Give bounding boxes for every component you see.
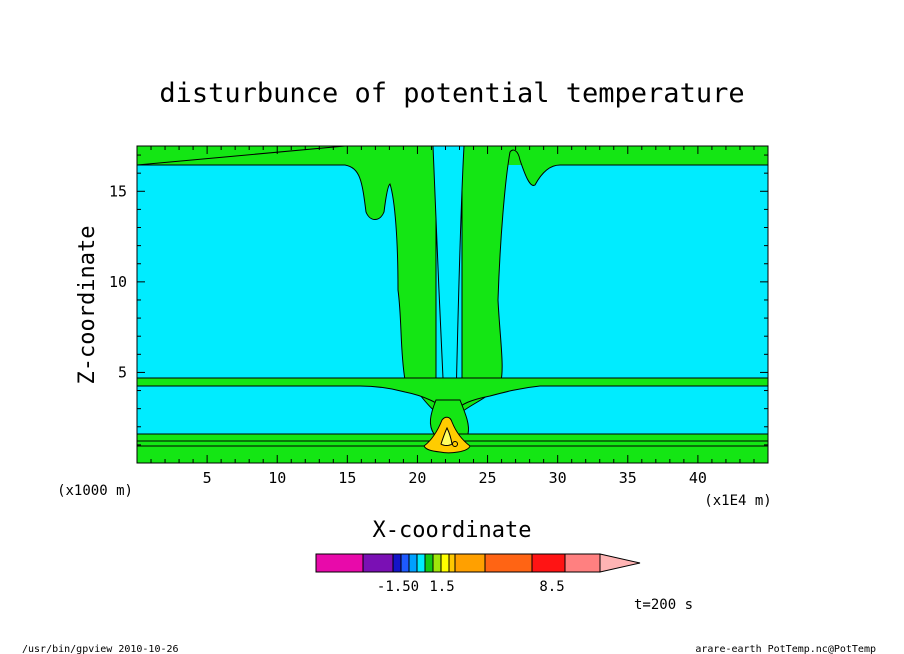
colorbar-swatch <box>416 553 426 573</box>
x-tick-label: 40 <box>689 469 707 487</box>
colorbar-swatch <box>531 553 566 573</box>
x-tick-label: 15 <box>338 469 356 487</box>
footer-left: /usr/bin/gpview 2010-10-26 <box>22 644 179 654</box>
colorbar-swatch <box>432 553 442 573</box>
contour-warm-peak <box>440 426 453 446</box>
x-axis-label: X-coordinate <box>373 518 532 543</box>
colorbar-label: 1.5 <box>429 579 454 595</box>
x-tick-label: 5 <box>203 469 212 487</box>
x-tick-label: 25 <box>479 469 497 487</box>
colorbar-swatch <box>454 553 486 573</box>
contour-warm-dot <box>452 441 458 447</box>
axes: 5 10 15 20 25 30 35 40 5 10 15 <box>109 146 768 487</box>
colorbar-swatch <box>315 553 364 573</box>
colorbar-arrow <box>599 553 641 573</box>
plot-frame <box>136 145 769 464</box>
y-tick-label: 5 <box>118 363 127 381</box>
colorbar-swatch <box>408 553 418 573</box>
x-tick-label: 10 <box>268 469 286 487</box>
contour-bottom-band <box>137 446 768 463</box>
footer-right: arare-earth_PotTemp.nc@PotTemp <box>695 644 876 654</box>
colorbar-swatch <box>484 553 533 573</box>
colorbar-swatch <box>392 553 402 573</box>
y-axis-label: Z-coordinate <box>75 226 100 385</box>
contour-plot <box>136 145 769 464</box>
y-tick-label: 10 <box>109 273 127 291</box>
time-annotation: t=200 s <box>634 597 693 613</box>
colorbar-swatch <box>448 553 456 573</box>
x-tick-label: 35 <box>619 469 637 487</box>
colorbar-swatch <box>400 553 410 573</box>
y-tick-label: 15 <box>109 182 127 200</box>
colorbar-swatch <box>564 553 601 573</box>
colorbar-label: 8.5 <box>539 579 564 595</box>
x-tick-label: 30 <box>549 469 567 487</box>
colorbar-swatch <box>424 553 434 573</box>
x-tick-label: 20 <box>408 469 426 487</box>
colorbar-swatch <box>362 553 394 573</box>
y-axis-unit: (x1000 m) <box>57 483 133 499</box>
colorbar-swatch <box>440 553 450 573</box>
colorbar-label: -1.50 <box>377 579 419 595</box>
colorbar <box>315 553 641 573</box>
chart-title: disturbunce of potential temperature <box>159 78 744 109</box>
x-axis-unit: (x1E4 m) <box>704 493 771 509</box>
